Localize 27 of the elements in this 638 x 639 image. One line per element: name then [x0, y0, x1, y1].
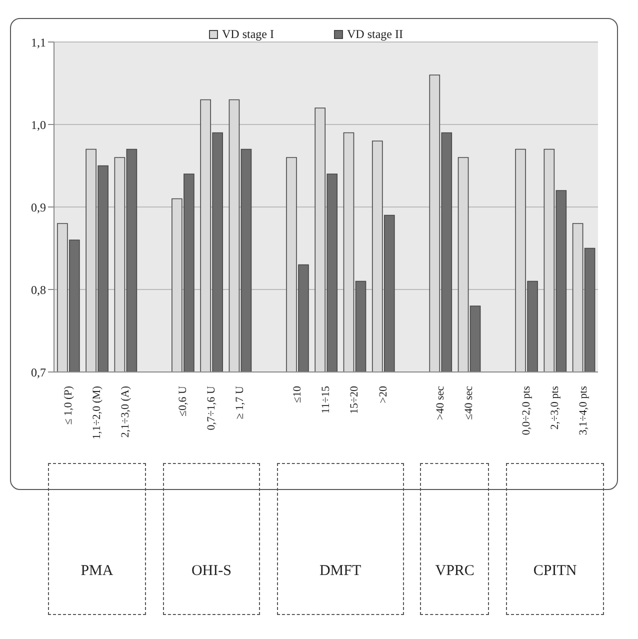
x-tick-label: 3,1÷4,0 pts: [578, 386, 590, 436]
text: DMFT: [318, 563, 362, 580]
y-tick-label: 1,0: [31, 118, 46, 132]
text: VPRC: [434, 563, 476, 580]
x-tick-label: ≤ 1,0 (P): [62, 386, 74, 425]
y-tick-label: 0,9: [31, 200, 46, 214]
x-tick-label: 11÷15: [320, 386, 332, 414]
legend-label: VD stage I: [222, 27, 274, 42]
x-tick-label: 0,0÷2,0 pts: [520, 386, 532, 436]
x-tick-label: ≥ 1,7 U: [234, 386, 246, 420]
x-tick-label: 2,1÷3,0 (A): [120, 386, 132, 438]
x-tick-label: ≤10: [291, 386, 304, 404]
x-tick-label: ≤40 sec: [463, 386, 476, 420]
text: OHI-S: [190, 563, 232, 580]
x-tick-label: 2,÷3,0 pts: [549, 386, 562, 430]
legend-label: VD stage II: [347, 27, 403, 42]
x-tick-label: 0,7÷1,6 U: [205, 386, 218, 430]
x-tick-label: >20: [377, 386, 390, 404]
y-tick-label: 0,7: [31, 365, 46, 380]
x-tick-label: >40 sec: [434, 386, 447, 420]
x-tick-label: 15÷20: [348, 386, 361, 414]
text: PMA: [80, 563, 114, 580]
x-tick-label: ≤0,6 U: [176, 386, 189, 416]
x-tick-label: 1,1÷2,0 (M): [90, 386, 103, 440]
text: CPITN: [532, 563, 578, 580]
y-tick-label: 0,8: [31, 282, 46, 297]
y-tick-label: 1,1: [31, 35, 46, 50]
